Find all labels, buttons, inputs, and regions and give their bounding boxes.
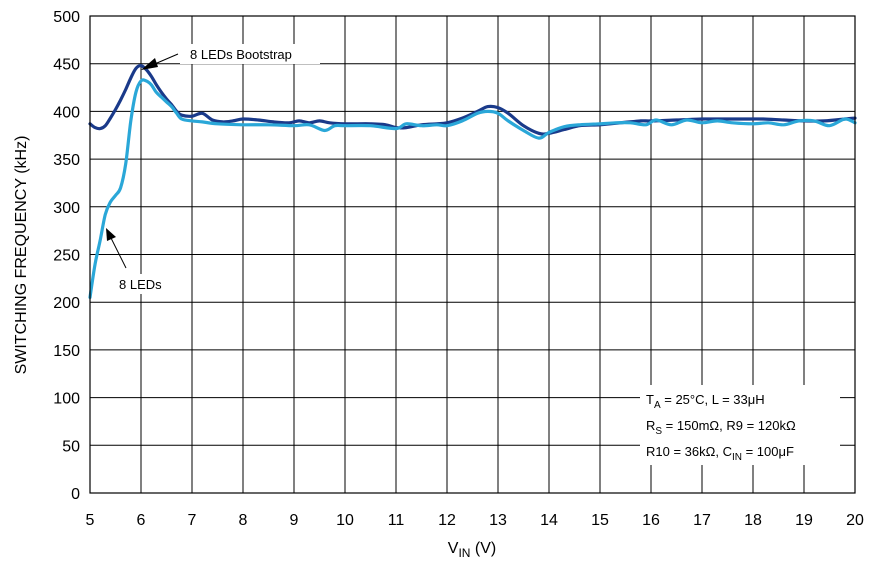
x-tick-label: 16 [642, 512, 660, 529]
x-tick-label: 12 [438, 512, 456, 529]
y-tick-label: 150 [53, 343, 80, 360]
x-tick-label: 8 [239, 512, 248, 529]
x-tick-label: 20 [846, 512, 864, 529]
y-tick-label: 300 [53, 200, 80, 217]
x-tick-label: 6 [137, 512, 146, 529]
x-tick-label: 19 [795, 512, 813, 529]
series-layer [88, 63, 857, 299]
y-tick-label: 400 [53, 104, 80, 121]
condition-line-1: TA = 25°C, L = 33μH [646, 392, 765, 411]
x-tick-label: 15 [591, 512, 609, 529]
x-tick-label: 13 [489, 512, 507, 529]
x-tick-label: 9 [290, 512, 299, 529]
y-tick-label: 250 [53, 248, 80, 265]
condition-line-2: RS = 150mΩ, R9 = 120kΩ [646, 418, 796, 437]
annotation-leds-label: 8 LEDs [119, 277, 162, 292]
y-tick-label: 50 [62, 438, 80, 455]
y-tick-label: 0 [71, 486, 80, 503]
y-tick-labels: 0 50 100 150 200 250 300 350 400 450 500 [53, 9, 80, 503]
annotation-leds: 8 LEDs [106, 228, 173, 294]
y-tick-label: 350 [53, 152, 80, 169]
x-tick-labels: 5 6 7 8 9 10 11 12 13 14 15 16 17 18 19 20 [86, 512, 864, 529]
x-tick-label: 10 [336, 512, 354, 529]
y-tick-label: 450 [53, 57, 80, 74]
annotation-bootstrap-label: 8 LEDs Bootstrap [190, 47, 292, 62]
x-tick-label: 14 [540, 512, 558, 529]
plot-frame [89, 15, 856, 494]
y-axis-title: SWITCHING FREQUENCY (kHz) [13, 136, 30, 375]
x-tick-label: 11 [388, 512, 405, 529]
series-line-bootstrap [88, 63, 857, 136]
x-tick-label: 7 [188, 512, 197, 529]
x-tick-label: 18 [744, 512, 762, 529]
x-tick-label: 17 [693, 512, 711, 529]
y-tick-label: 200 [53, 295, 80, 312]
y-tick-label: 500 [53, 9, 80, 26]
x-axis-title: VIN (V) [448, 540, 496, 560]
annotation-bootstrap: 8 LEDs Bootstrap [141, 44, 320, 70]
conditions-box [640, 385, 840, 465]
y-tick-label: 100 [53, 391, 80, 408]
condition-line-3: R10 = 36kΩ, CIN = 100μF [646, 444, 794, 463]
series-line-leds [88, 78, 857, 299]
x-tick-label: 5 [86, 512, 95, 529]
